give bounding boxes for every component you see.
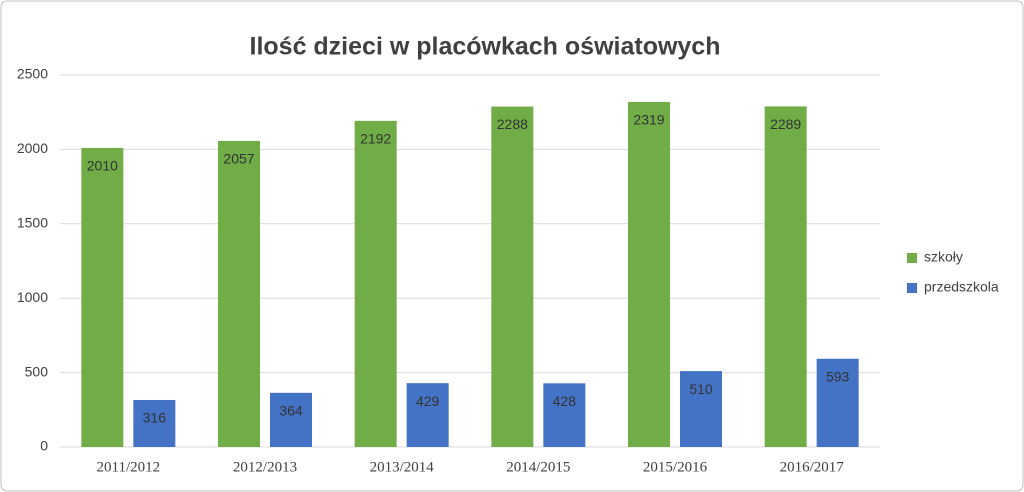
y-tick-label: 500 [25,363,49,379]
data-label: 510 [689,381,713,397]
bar [680,371,722,447]
data-label: 2319 [633,112,664,128]
bar [491,106,534,448]
data-label: 2288 [497,116,528,132]
bar [764,106,807,448]
x-tick-label: 2014/2015 [506,459,570,475]
data-label: 2010 [87,158,118,174]
y-tick-label: 1000 [17,289,48,305]
bar [628,101,670,447]
x-tick-label: 2011/2012 [97,459,161,475]
chart-title: Ilość dzieci w placówkach oświatowych [250,33,721,61]
data-label: 593 [826,368,850,384]
bar [816,358,859,447]
data-label: 316 [143,410,167,426]
legend-label: przedszkola [924,279,999,295]
bar [81,147,124,448]
y-tick-label: 2500 [17,66,48,82]
legend-swatch [907,283,917,293]
bar [543,383,586,447]
data-label: 428 [553,393,577,409]
bar [133,399,176,447]
x-tick-label: 2013/2014 [370,459,435,475]
y-tick-label: 2000 [17,140,48,156]
y-tick-label: 0 [40,438,48,454]
bar [406,383,449,447]
bar [270,392,312,447]
x-tick-label: 2015/2016 [643,459,708,475]
bar [354,120,397,448]
x-tick-label: 2016/2017 [780,459,845,475]
data-label: 364 [279,403,303,419]
x-tick-label: 2012/2013 [233,459,297,475]
data-label: 429 [416,393,440,409]
legend-label: szkoły [924,249,963,265]
legend-swatch [907,253,917,263]
data-label: 2192 [360,131,391,147]
bar [218,140,260,447]
data-label: 2057 [223,151,254,167]
data-label: 2289 [770,116,801,132]
y-tick-label: 1500 [17,215,48,231]
